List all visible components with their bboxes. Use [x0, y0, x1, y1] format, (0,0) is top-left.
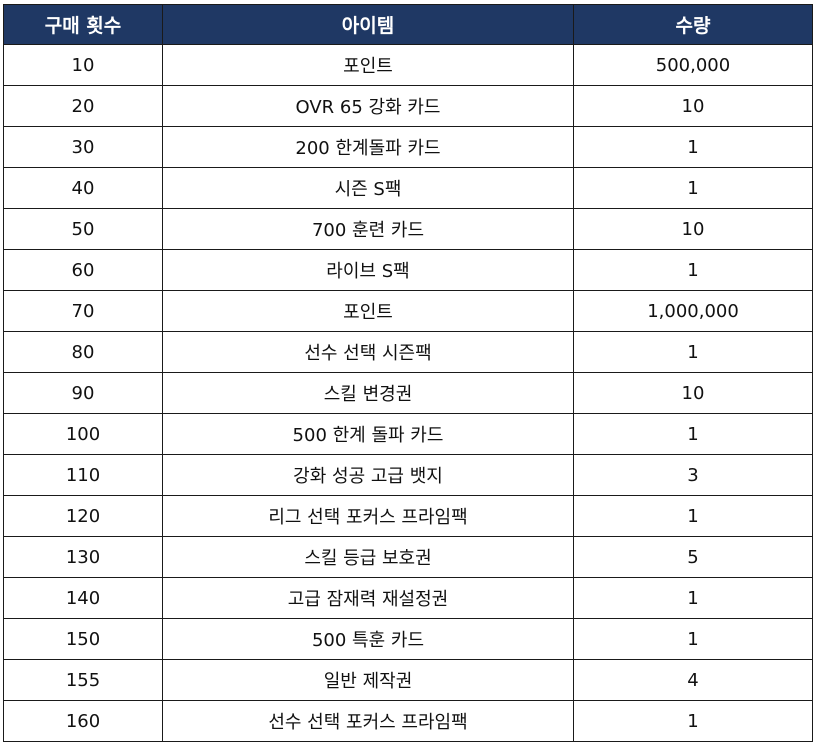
- purchase-count-cell: 140: [3, 577, 163, 619]
- purchase-count-cell: 120: [3, 495, 163, 537]
- table-row: 40 시즌 S팩 1: [3, 167, 813, 209]
- quantity-cell: 10: [573, 85, 813, 127]
- item-cell: 강화 성공 고급 뱃지: [162, 454, 574, 496]
- purchase-count-cell: 90: [3, 372, 163, 414]
- item-cell: 선수 선택 포커스 프라임팩: [162, 700, 574, 742]
- quantity-cell: 3: [573, 454, 813, 496]
- purchase-count-cell: 130: [3, 536, 163, 578]
- quantity-cell: 10: [573, 208, 813, 250]
- table-row: 155 일반 제작권 4: [3, 659, 813, 701]
- item-cell: 포인트: [162, 290, 574, 332]
- item-cell: 일반 제작권: [162, 659, 574, 701]
- quantity-cell: 10: [573, 372, 813, 414]
- table-row: 50 700 훈련 카드 10: [3, 208, 813, 250]
- purchase-count-cell: 20: [3, 85, 163, 127]
- item-cell: 스킬 변경권: [162, 372, 574, 414]
- quantity-cell: 1,000,000: [573, 290, 813, 332]
- header-item: 아이템: [162, 4, 574, 45]
- table-row: 80 선수 선택 시즌팩 1: [3, 331, 813, 373]
- purchase-count-cell: 40: [3, 167, 163, 209]
- quantity-cell: 1: [573, 495, 813, 537]
- item-cell: 500 특훈 카드: [162, 618, 574, 660]
- item-cell: 포인트: [162, 44, 574, 86]
- purchase-count-cell: 10: [3, 44, 163, 86]
- item-cell: 시즌 S팩: [162, 167, 574, 209]
- purchase-count-cell: 110: [3, 454, 163, 496]
- quantity-cell: 4: [573, 659, 813, 701]
- header-quantity: 수량: [573, 4, 813, 45]
- quantity-cell: 1: [573, 331, 813, 373]
- table-row: 120 리그 선택 포커스 프라임팩 1: [3, 495, 813, 537]
- table-row: 150 500 특훈 카드 1: [3, 618, 813, 660]
- purchase-count-cell: 100: [3, 413, 163, 455]
- purchase-count-cell: 70: [3, 290, 163, 332]
- header-purchase-count: 구매 횟수: [3, 4, 163, 45]
- item-cell: 스킬 등급 보호권: [162, 536, 574, 578]
- reward-table: 구매 횟수 아이템 수량 10 포인트 500,000 20 OVR 65 강화 카드 1…: [3, 4, 813, 742]
- quantity-cell: 1: [573, 700, 813, 742]
- quantity-cell: 1: [573, 618, 813, 660]
- item-cell: 리그 선택 포커스 프라임팩: [162, 495, 574, 537]
- purchase-count-cell: 80: [3, 331, 163, 373]
- table-row: 20 OVR 65 강화 카드 10: [3, 85, 813, 127]
- quantity-cell: 500,000: [573, 44, 813, 86]
- purchase-count-cell: 160: [3, 700, 163, 742]
- quantity-cell: 1: [573, 413, 813, 455]
- quantity-cell: 1: [573, 577, 813, 619]
- purchase-count-cell: 50: [3, 208, 163, 250]
- item-cell: OVR 65 강화 카드: [162, 85, 574, 127]
- purchase-count-cell: 30: [3, 126, 163, 168]
- table-row: 140 고급 잠재력 재설정권 1: [3, 577, 813, 619]
- item-cell: 선수 선택 시즌팩: [162, 331, 574, 373]
- table-row: 70 포인트 1,000,000: [3, 290, 813, 332]
- purchase-count-cell: 155: [3, 659, 163, 701]
- table-row: 60 라이브 S팩 1: [3, 249, 813, 291]
- table-row: 130 스킬 등급 보호권 5: [3, 536, 813, 578]
- item-cell: 200 한계돌파 카드: [162, 126, 574, 168]
- quantity-cell: 5: [573, 536, 813, 578]
- quantity-cell: 1: [573, 249, 813, 291]
- purchase-count-cell: 150: [3, 618, 163, 660]
- purchase-count-cell: 60: [3, 249, 163, 291]
- table-row: 100 500 한계 돌파 카드 1: [3, 413, 813, 455]
- item-cell: 700 훈련 카드: [162, 208, 574, 250]
- table-row: 10 포인트 500,000: [3, 44, 813, 86]
- table-body: 10 포인트 500,000 20 OVR 65 강화 카드 10 30 200 한계돌파 카…: [3, 44, 813, 742]
- table-row: 160 선수 선택 포커스 프라임팩 1: [3, 700, 813, 742]
- item-cell: 고급 잠재력 재설정권: [162, 577, 574, 619]
- item-cell: 라이브 S팩: [162, 249, 574, 291]
- quantity-cell: 1: [573, 126, 813, 168]
- table-row: 30 200 한계돌파 카드 1: [3, 126, 813, 168]
- table-row: 90 스킬 변경권 10: [3, 372, 813, 414]
- header-row: 구매 횟수 아이템 수량: [3, 4, 813, 45]
- table-header: 구매 횟수 아이템 수량: [3, 4, 813, 45]
- quantity-cell: 1: [573, 167, 813, 209]
- table-row: 110 강화 성공 고급 뱃지 3: [3, 454, 813, 496]
- item-cell: 500 한계 돌파 카드: [162, 413, 574, 455]
